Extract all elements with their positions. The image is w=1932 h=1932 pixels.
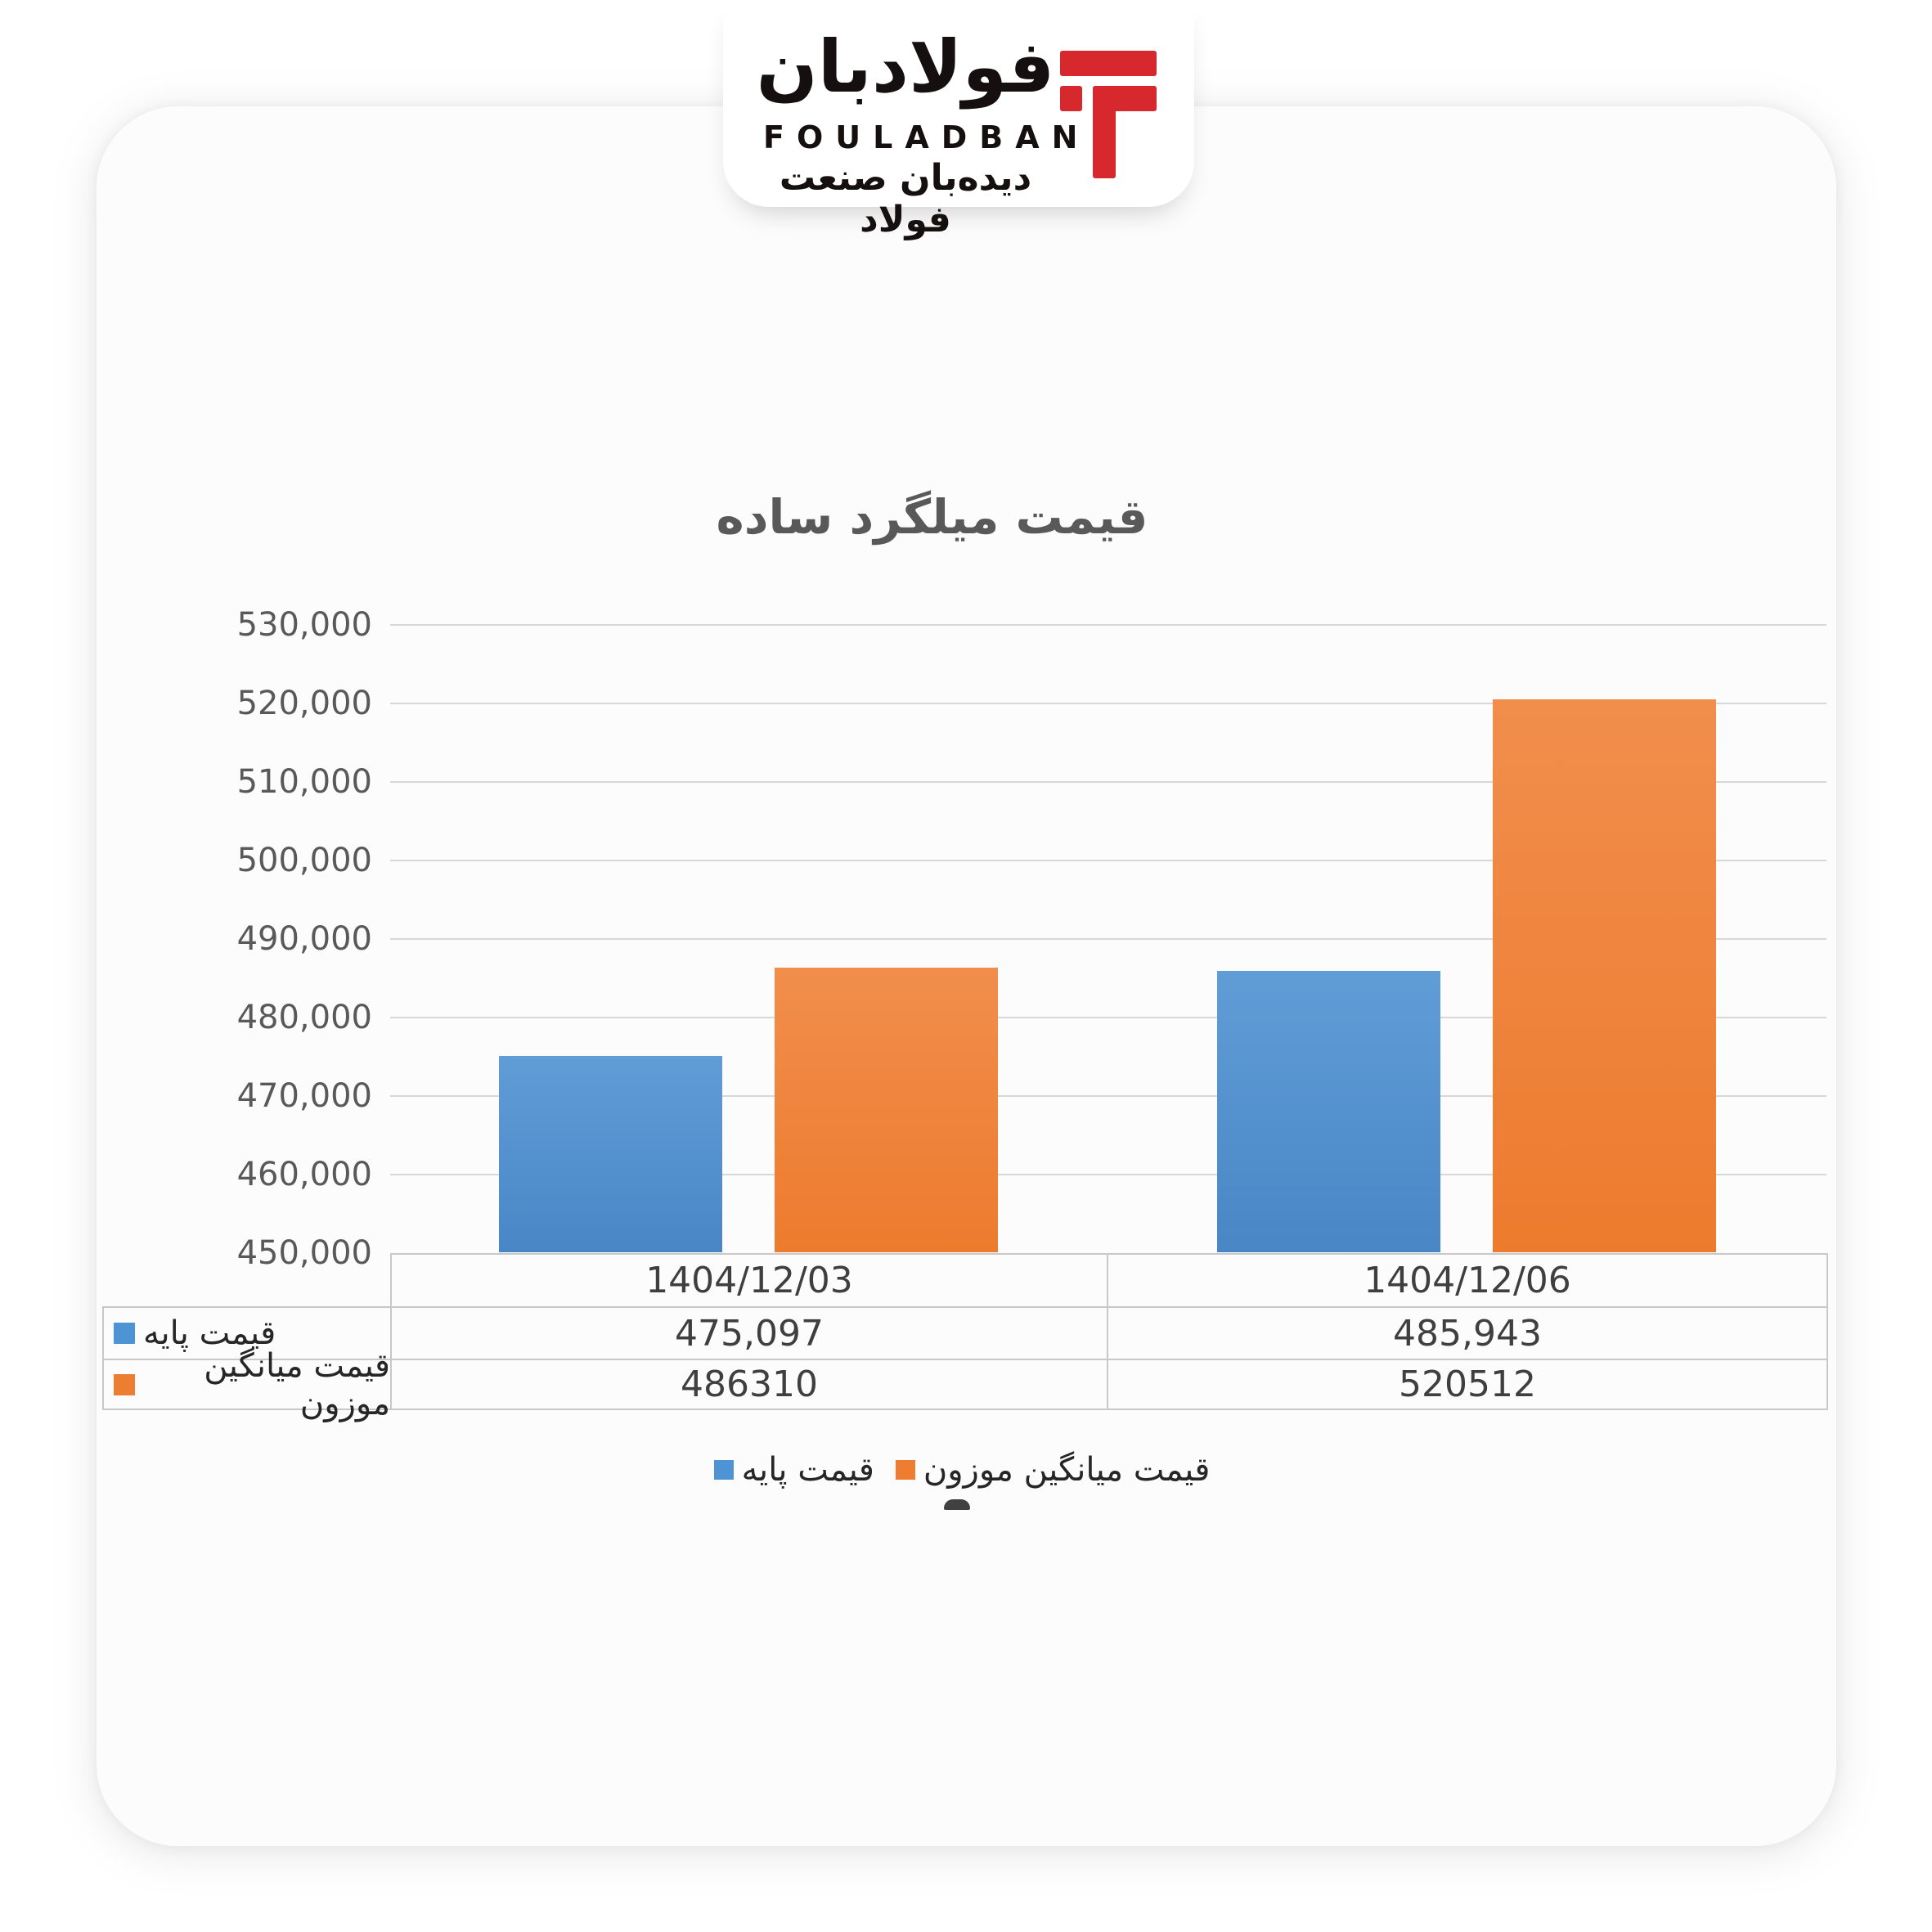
legend-blue-swatch-icon — [713, 1460, 734, 1480]
value-cell: 486310 — [681, 1364, 818, 1405]
gridline — [390, 624, 1826, 626]
table-border — [1107, 1253, 1108, 1410]
gridline — [390, 1095, 1826, 1097]
y-axis-tick-label: 530,000 — [236, 606, 372, 644]
table-border — [390, 1253, 1826, 1255]
gridline — [390, 938, 1826, 940]
row-header-weighted-average-price: قیمت میانگین موزون — [104, 1347, 390, 1422]
legend-label: قیمت پایه — [741, 1451, 874, 1489]
y-axis-tick-label: 450,000 — [236, 1234, 372, 1272]
chart-title: قیمت میلگرد ساده — [716, 489, 1148, 545]
value-cell: 475,097 — [675, 1312, 824, 1355]
row-header-label: قیمت پایه — [143, 1314, 276, 1352]
chart-legend: قیمت پایه قیمت میانگین موزون — [0, 1449, 1928, 1490]
gridline — [390, 703, 1826, 704]
gridline — [390, 1174, 1826, 1175]
logo-wordmark-fa: فولادبان — [756, 25, 1055, 109]
gridline — [390, 860, 1826, 861]
legend-label: قیمت میانگین موزون — [923, 1451, 1211, 1489]
row-header-label: قیمت میانگین موزون — [204, 1346, 390, 1422]
table-border — [390, 1253, 392, 1410]
bar-series0-cat0 — [499, 1056, 722, 1252]
bar-series1-cat1 — [1493, 699, 1716, 1252]
table-border — [1826, 1253, 1828, 1410]
table-border — [102, 1306, 104, 1410]
y-axis-tick-label: 500,000 — [236, 842, 372, 879]
date-header-cell: 1404/12/06 — [1364, 1260, 1571, 1301]
logo-pill: فولادبان FOULADBAN دیده‌بان صنعت فولاد — [723, 0, 1194, 240]
logo-text-column: فولادبان FOULADBAN دیده‌بان صنعت فولاد — [751, 0, 1090, 240]
y-axis-tick-label: 470,000 — [236, 1077, 372, 1115]
row-header-base-price: قیمت پایه — [104, 1308, 390, 1359]
cropped-artifact-dot — [944, 1499, 970, 1510]
legend-item-weighted-average: قیمت میانگین موزون — [895, 1451, 1211, 1489]
gridline — [390, 781, 1826, 783]
base-price-swatch-icon — [114, 1323, 135, 1344]
bar-series1-cat0 — [775, 968, 998, 1252]
y-axis-tick-label: 460,000 — [236, 1156, 372, 1193]
gridline — [390, 1017, 1826, 1018]
legend-orange-swatch-icon — [895, 1460, 915, 1480]
logo-wordmark-en: FOULADBAN — [763, 119, 1090, 155]
y-axis-tick-label: 520,000 — [236, 685, 372, 722]
table-border — [102, 1306, 1826, 1308]
legend-item-base-price: قیمت پایه — [713, 1451, 874, 1489]
bar-series0-cat1 — [1217, 970, 1440, 1252]
weighted-average-swatch-icon — [114, 1373, 135, 1395]
date-header-cell: 1404/12/03 — [645, 1260, 853, 1301]
y-axis-tick-label: 480,000 — [236, 999, 372, 1036]
value-cell: 520512 — [1399, 1364, 1536, 1405]
logo-tagline: دیده‌بان صنعت فولاد — [779, 157, 1032, 240]
table-border — [102, 1359, 1826, 1360]
y-axis-tick-label: 510,000 — [236, 763, 372, 801]
y-axis-tick-label: 490,000 — [236, 920, 372, 958]
table-border — [102, 1409, 1826, 1410]
value-cell: 485,943 — [1393, 1312, 1542, 1355]
fouladban-logo-icon — [1060, 51, 1157, 178]
